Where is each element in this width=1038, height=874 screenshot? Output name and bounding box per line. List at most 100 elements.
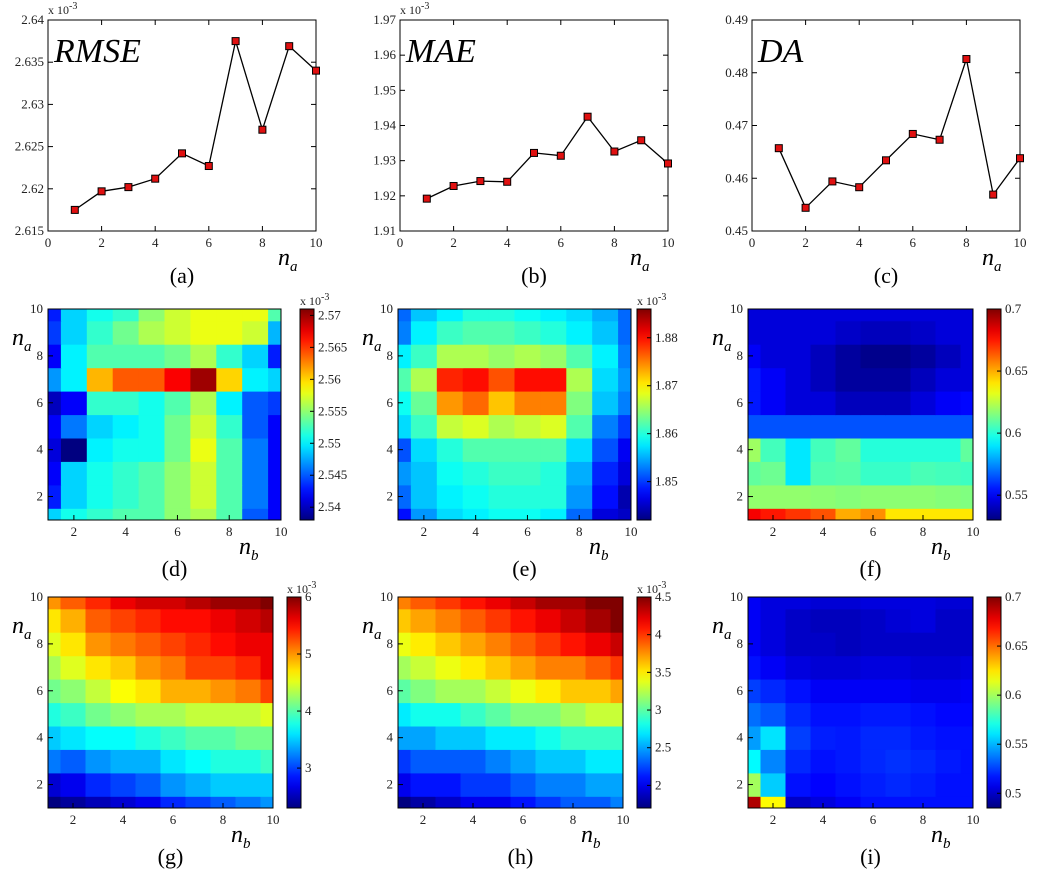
colorbar <box>299 308 315 521</box>
heatmap-cell <box>268 367 281 392</box>
heatmap-cell <box>510 725 537 750</box>
x-tick-label: 6 <box>870 812 877 827</box>
colorbar-tick-label: 2.54 <box>318 499 341 514</box>
heatmap-cell <box>566 437 593 462</box>
heatmap-cell <box>190 309 217 322</box>
heatmap-cell <box>835 309 862 322</box>
chart-panel-e: 2 4 6 8 10 2 4 6 8 10 na nb 1.85 1.86 1.87 1.88 x 10-3 (e… <box>362 292 678 581</box>
x-tick-label: 6 <box>170 812 177 827</box>
heatmap-cell <box>835 367 862 392</box>
heatmap-cell <box>210 655 237 680</box>
heatmap-cell <box>138 461 166 486</box>
heatmap-cell <box>535 655 562 680</box>
heatmap-cell <box>398 320 412 345</box>
heatmap-cell <box>560 655 587 680</box>
heatmap-cell <box>960 414 973 439</box>
x-tick-label: 0 <box>397 235 404 250</box>
heatmap-cell <box>410 461 438 486</box>
colorbar <box>286 596 302 809</box>
heatmap-cell <box>560 725 587 750</box>
heatmap-cell <box>960 391 973 416</box>
heatmap-cell <box>785 309 812 322</box>
x-axis-label: na <box>630 245 650 275</box>
heatmap-cell <box>462 508 490 520</box>
heatmap-cell <box>510 608 537 633</box>
panel-caption: (g) <box>158 844 184 869</box>
heatmap-cell <box>110 679 137 704</box>
plot-area-e <box>397 308 632 521</box>
data-point <box>449 181 458 190</box>
heatmap-cell <box>510 796 537 808</box>
heatmap-cell <box>86 320 114 345</box>
y-tick-label: 1.93 <box>373 153 396 168</box>
colorbar <box>986 308 1002 521</box>
data-point <box>231 37 240 46</box>
heatmap-cell <box>860 508 887 520</box>
heatmap-cell <box>748 391 762 416</box>
x-tick-label: 8 <box>576 524 583 539</box>
heatmap-cell <box>216 320 243 345</box>
x-tick-label: 2 <box>71 524 78 539</box>
heatmap-cell <box>268 320 281 345</box>
x-tick-label: 2 <box>70 812 77 827</box>
panel-caption: (f) <box>860 556 882 581</box>
heatmap-cell <box>514 320 541 345</box>
heatmap-cell <box>592 414 619 439</box>
heatmap-cell <box>935 461 962 486</box>
heatmap-cell <box>410 725 437 750</box>
heatmap-cell <box>835 414 862 439</box>
panel-caption: (d) <box>162 556 188 581</box>
data-point <box>908 129 917 138</box>
heatmap-cell <box>268 391 281 416</box>
y-tick-label: 1.94 <box>373 118 396 133</box>
heatmap-cell <box>785 414 812 439</box>
heatmap-cell <box>514 461 541 486</box>
heatmap-cell <box>760 437 787 462</box>
x-tick-label: 4 <box>504 235 511 250</box>
heatmap-cell <box>48 749 62 774</box>
colorbar-tick-label: 1.86 <box>655 426 678 441</box>
heatmap-cell <box>110 796 137 808</box>
heatmap-cell <box>835 796 862 808</box>
heatmap-cell <box>910 508 937 520</box>
colorbar-tick-label: 2.5 <box>655 740 671 755</box>
x-tick-label: 4 <box>122 524 129 539</box>
heatmap-cell <box>138 508 166 520</box>
heatmap-cell <box>268 484 281 509</box>
heatmap-cell <box>935 632 962 657</box>
heatmap-cell <box>410 309 438 322</box>
heatmap-cell <box>48 772 62 797</box>
heatmap-cell <box>410 655 437 680</box>
heatmap-cell <box>164 391 191 416</box>
heatmap-cell <box>592 437 619 462</box>
heatmap-cell <box>935 749 962 774</box>
heatmap-cell <box>138 437 166 462</box>
y-tick-label: 10 <box>380 589 393 604</box>
heatmap-cell <box>164 437 191 462</box>
heatmap-cell <box>85 749 112 774</box>
heatmap-cell <box>60 632 87 657</box>
heatmap-cell <box>160 632 187 657</box>
heatmap-cell <box>60 367 88 392</box>
heatmap-cell <box>135 597 162 610</box>
heatmap-cell <box>85 702 112 727</box>
heatmap-cell <box>960 772 973 797</box>
heatmap-cell <box>514 414 541 439</box>
heatmap-cell <box>160 702 187 727</box>
y-axis-label: na <box>12 613 32 643</box>
heatmap-cell <box>398 309 412 322</box>
heatmap-cell <box>935 796 962 808</box>
heatmap-cell <box>860 437 887 462</box>
heatmap-cell <box>135 702 162 727</box>
colorbar-tick-label: 4 <box>305 703 312 718</box>
y-tick-label: 1.97 <box>373 12 396 27</box>
heatmap-cell <box>535 772 562 797</box>
heatmap-cell <box>110 749 137 774</box>
heatmap-cell <box>164 414 191 439</box>
heatmap-cell <box>398 414 412 439</box>
heatmap-cell <box>592 484 619 509</box>
heatmap-cell <box>460 597 487 610</box>
heatmap-cell <box>410 437 438 462</box>
y-tick-label: 10 <box>30 589 43 604</box>
heatmap-cell <box>910 461 937 486</box>
